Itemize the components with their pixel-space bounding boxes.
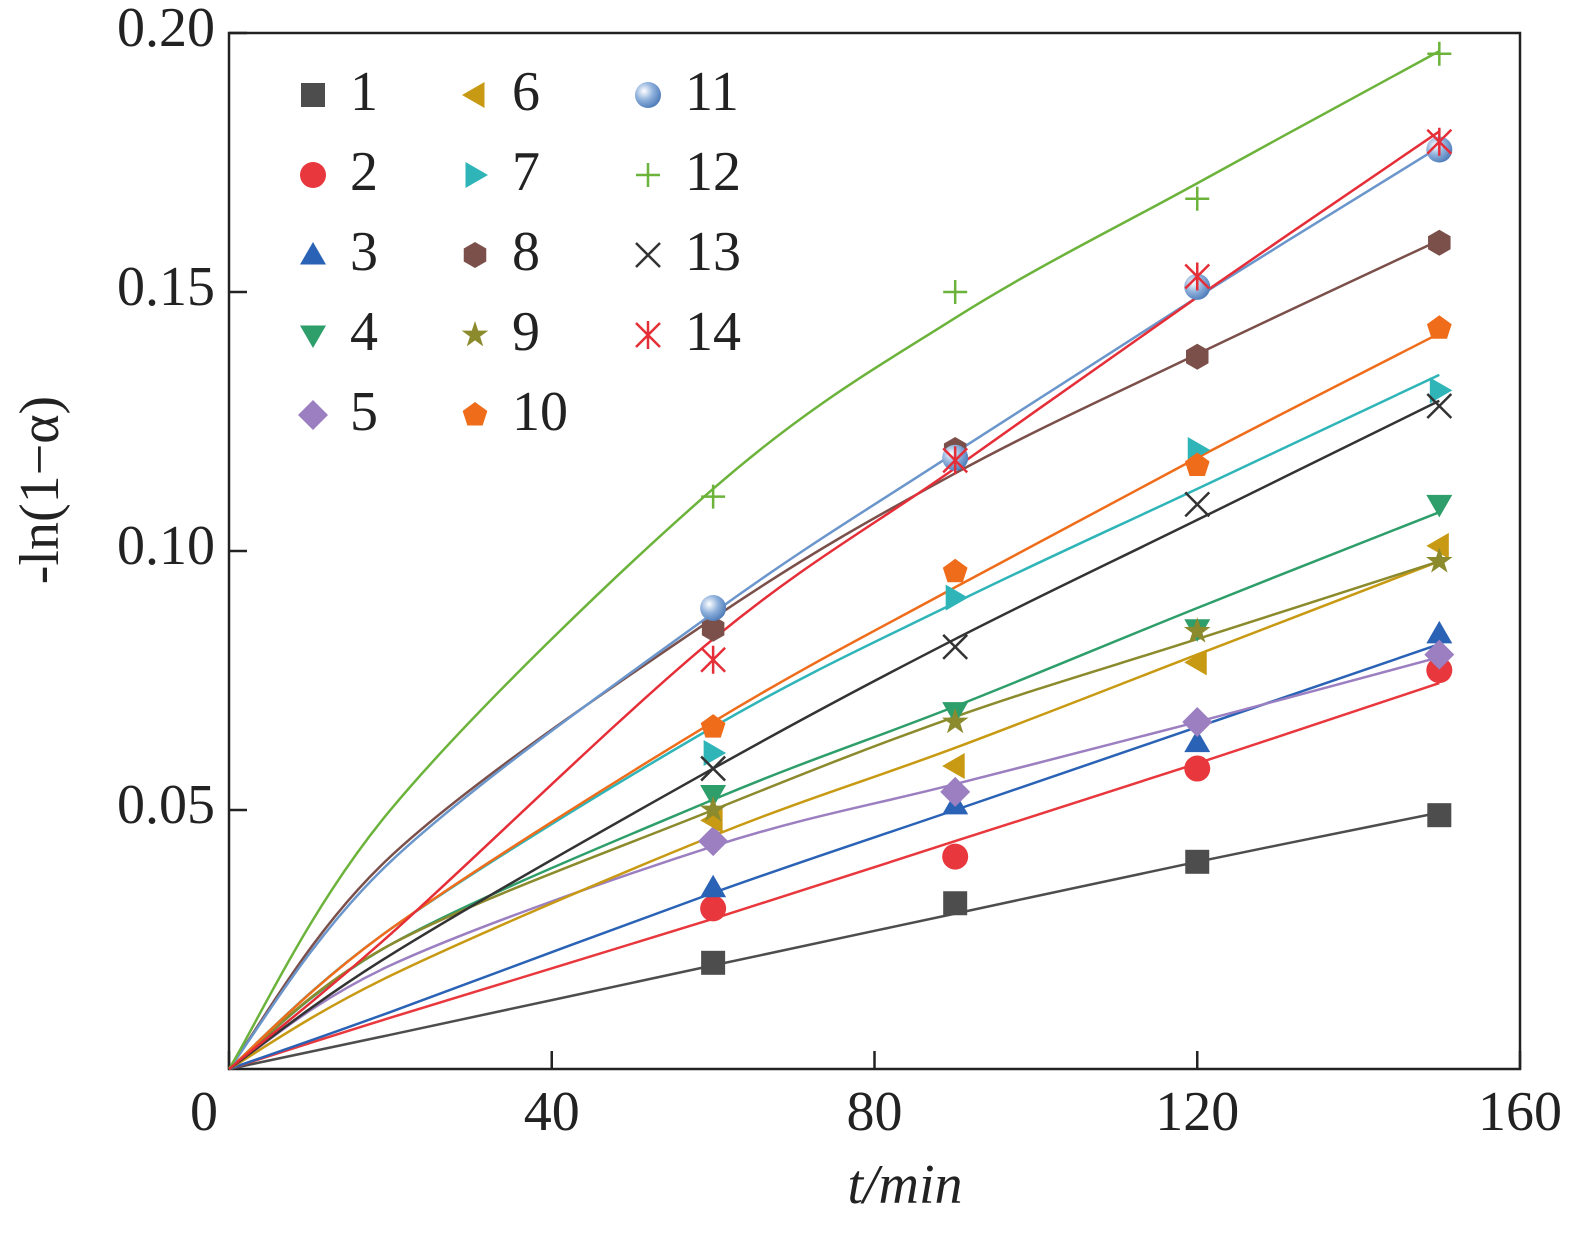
marker	[1429, 377, 1453, 404]
marker	[1185, 343, 1209, 370]
legend-label: 2	[350, 141, 378, 203]
marker	[700, 895, 727, 922]
plot-frame	[227, 31, 1522, 1071]
marker	[703, 740, 727, 767]
marker	[945, 584, 969, 611]
x-tick-label: 80	[847, 1081, 903, 1143]
marker	[943, 280, 968, 304]
marker	[1185, 186, 1210, 211]
marker	[1182, 706, 1213, 737]
marker	[1426, 532, 1449, 559]
marker	[1426, 494, 1453, 518]
fit-line	[228, 681, 1440, 1071]
legend-label: 11	[685, 61, 739, 123]
fit-line	[228, 145, 1440, 1070]
marker	[1184, 452, 1210, 477]
fit-line	[228, 643, 1440, 1071]
fit-line	[228, 332, 1440, 1070]
legend-label: 14	[685, 301, 741, 363]
y-tick-label: 0.15	[117, 256, 215, 318]
x-tick-label: 0	[190, 1081, 218, 1143]
fit-line	[228, 560, 1440, 1070]
fit-line	[228, 560, 1440, 1071]
x-tick-label: 40	[524, 1081, 580, 1143]
y-axis-label: -ln(1−α)	[9, 396, 71, 584]
marker	[1426, 315, 1452, 339]
marker	[635, 82, 661, 108]
marker	[463, 242, 487, 268]
marker	[942, 633, 969, 660]
marker	[1427, 41, 1452, 66]
marker	[301, 83, 325, 107]
fit-line	[228, 239, 1440, 1070]
marker	[462, 82, 485, 108]
fit-line	[228, 399, 1440, 1071]
legend-label: 6	[512, 61, 540, 123]
legend-label: 4	[350, 301, 378, 363]
marker	[943, 891, 968, 916]
y-tick-label: 0.05	[117, 774, 215, 836]
marker	[1184, 491, 1211, 518]
x-tick-label: 120	[1155, 1081, 1239, 1143]
marker	[465, 162, 488, 188]
marker	[942, 843, 969, 870]
y-tick-label: 0.10	[117, 515, 215, 577]
marker	[942, 446, 969, 475]
marker	[1426, 393, 1453, 419]
marker	[701, 484, 726, 509]
marker	[942, 752, 965, 779]
legend-label: 1	[350, 61, 378, 123]
x-tick-label: 160	[1478, 1081, 1562, 1143]
legend-label: 9	[512, 301, 540, 363]
marker	[635, 321, 661, 349]
fit-line	[228, 130, 1441, 1070]
marker	[1184, 649, 1207, 676]
y-tick-label: 0.20	[117, 0, 215, 59]
marker	[300, 162, 326, 188]
marker	[701, 615, 725, 642]
marker	[300, 325, 326, 348]
marker	[700, 645, 727, 674]
marker	[1184, 729, 1211, 753]
marker	[1428, 229, 1451, 256]
fit-line	[228, 655, 1440, 1071]
legend-label: 8	[512, 221, 540, 283]
marker	[942, 558, 968, 583]
marker	[700, 594, 727, 621]
marker	[698, 826, 729, 857]
marker	[700, 755, 727, 782]
marker	[1184, 262, 1211, 291]
marker	[1184, 755, 1211, 782]
marker	[461, 321, 489, 347]
marker	[940, 776, 971, 807]
legend-label: 10	[512, 381, 568, 443]
marker	[1426, 127, 1453, 156]
marker	[701, 950, 726, 975]
fit-line	[228, 811, 1440, 1071]
x-axis-label: t/min	[847, 1154, 962, 1216]
fit-line	[227, 50, 1440, 1070]
legend-label: 13	[685, 221, 741, 283]
legend-label: 3	[350, 221, 378, 283]
marker	[636, 163, 660, 187]
marker	[1424, 639, 1455, 670]
legend-label: 12	[685, 141, 741, 203]
marker	[1183, 617, 1211, 643]
marker	[941, 707, 969, 734]
marker	[298, 400, 328, 430]
marker	[462, 402, 488, 426]
marker	[1425, 547, 1453, 573]
marker	[635, 242, 661, 268]
legend-label: 5	[350, 381, 378, 443]
marker	[700, 714, 726, 738]
marker	[700, 874, 727, 898]
marker	[1426, 657, 1453, 684]
marker	[1185, 849, 1210, 874]
marker	[300, 242, 326, 265]
marker	[1426, 620, 1453, 644]
marker	[699, 796, 727, 822]
legend-label: 7	[512, 141, 540, 203]
marker	[1427, 803, 1452, 828]
